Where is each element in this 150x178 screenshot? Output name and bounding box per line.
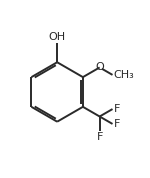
Text: CH₃: CH₃ [113, 70, 134, 80]
Text: O: O [95, 62, 104, 72]
Text: F: F [96, 132, 103, 142]
Text: F: F [114, 119, 120, 129]
Text: F: F [114, 104, 120, 114]
Text: OH: OH [49, 32, 66, 42]
